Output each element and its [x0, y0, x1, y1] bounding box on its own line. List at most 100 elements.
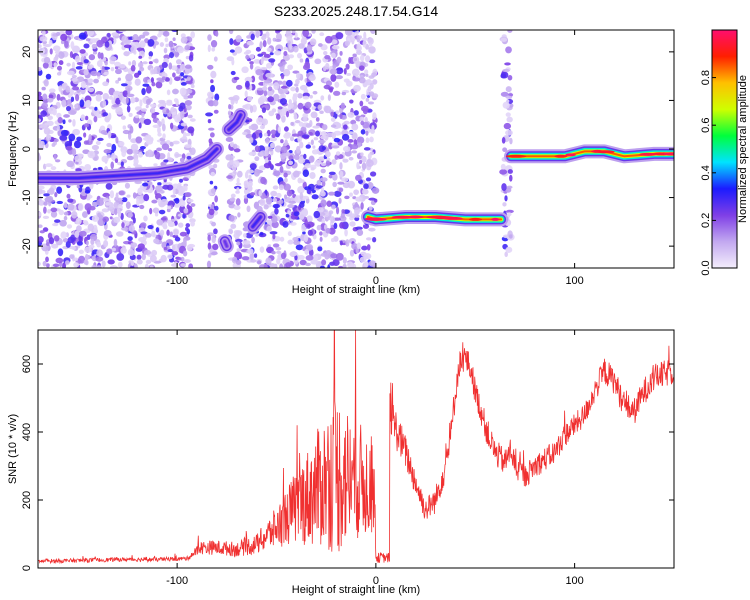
spectrogram-speckle [277, 126, 281, 134]
spectrogram-speckle [289, 136, 295, 142]
spectrogram-speckle [214, 195, 218, 203]
spectrogram-speckle [320, 168, 326, 174]
spectrogram-speckle [48, 94, 54, 99]
spectrogram-speckle [359, 116, 365, 122]
spectrogram-speckle [351, 68, 360, 77]
spectrogram-speckle [367, 101, 375, 105]
spectrogram-speckle [83, 259, 88, 265]
spectrogram-speckle [272, 203, 280, 209]
spectrogram-speckle [325, 160, 331, 167]
spectrogram-speckle [174, 115, 182, 123]
spectrogram-speckle [332, 173, 338, 181]
spectrogram-speckle [207, 242, 212, 250]
spectrogram-speckle [38, 261, 41, 267]
spectrogram-speckle [109, 265, 118, 268]
spectrogram-speckle [330, 74, 337, 82]
spectrogram-speckle [38, 47, 46, 55]
spectrogram-speckle [128, 61, 132, 66]
spectrogram-speckle [151, 230, 156, 237]
spectrogram-speckle [162, 184, 170, 190]
spectrogram-speckle [184, 100, 193, 106]
spectrogram-speckle [71, 77, 78, 82]
spectrogram-speckle [304, 219, 308, 228]
spectrogram-speckle [335, 32, 344, 40]
spectrogram-speckle [249, 63, 254, 70]
spectrogram-speckle [74, 155, 82, 163]
spectrogram-speckle [361, 37, 369, 41]
spectrogram-speckle [243, 180, 249, 189]
spectrogram-speckle [51, 243, 59, 249]
spectrogram-speckle [74, 55, 81, 63]
spectrogram-ridge-layer [227, 114, 242, 131]
spectrogram-speckle [318, 43, 323, 47]
spectrogram-speckle [263, 53, 271, 59]
spectrogram-speckle [342, 124, 348, 130]
spectrogram-speckle [324, 55, 331, 60]
spectrogram-speckle [349, 99, 354, 104]
spectrogram-speckle [324, 253, 330, 260]
spectrogram-speckle [293, 258, 299, 265]
spectrogram-speckle [153, 67, 157, 75]
spectrogram-speckle [278, 184, 285, 191]
spectrogram-speckle [294, 254, 298, 261]
spectrogram-speckle [296, 72, 301, 80]
spectrogram-speckle [207, 100, 215, 107]
spectrogram-speckle [95, 140, 101, 145]
x-tick-label: 0 [373, 275, 379, 287]
spectrogram-ridge-peak [565, 153, 576, 157]
spectrogram-speckle [91, 144, 100, 151]
spectrogram-speckle [48, 187, 55, 195]
spectrogram-speckle [93, 224, 98, 233]
y-tick-label: 400 [21, 423, 33, 441]
spectrogram-speckle [180, 139, 188, 143]
spectrogram-speckle [285, 262, 292, 268]
spectrogram-speckle [45, 256, 49, 263]
spectrogram-speckle [288, 200, 297, 204]
spectrogram-speckle [45, 242, 50, 246]
spectrogram-speckle [365, 137, 370, 144]
spectrogram-speckle [368, 59, 376, 64]
spectrogram-speckle [305, 243, 314, 251]
spectrogram-speckle [285, 110, 290, 118]
spectrogram-speckle [504, 195, 508, 202]
spectrogram-speckle [178, 178, 184, 183]
spectrogram-speckle [348, 263, 357, 268]
spectrogram-speckle [367, 153, 372, 160]
spectrogram-speckle [166, 229, 170, 236]
spectrogram-speckle [114, 61, 121, 67]
spectrogram-speckle [361, 245, 368, 251]
y-tick-label: 200 [21, 491, 33, 509]
spectrogram-speckle [283, 183, 291, 191]
spectrogram-speckle [283, 133, 291, 139]
spectrogram-speckle [342, 145, 351, 153]
spectrogram-speckle [272, 185, 279, 190]
spectrogram-speckle [368, 206, 373, 211]
spectrogram-speckle [331, 132, 337, 140]
spectrogram-speckle [331, 159, 337, 165]
spectrogram-speckle [72, 86, 80, 91]
spectrogram-speckle [302, 169, 310, 177]
spectrogram-speckle [149, 35, 158, 41]
spectrogram-speckle [149, 207, 153, 215]
spectrogram-speckle [326, 200, 332, 207]
spectrogram-speckle [350, 144, 359, 150]
spectrogram-speckle [71, 210, 78, 219]
spectrogram-speckle [138, 55, 143, 59]
spectrogram-speckle [38, 140, 43, 147]
spectrogram-speckle [280, 152, 287, 160]
spectrogram-speckle [299, 192, 304, 200]
spectrogram-speckle [250, 33, 255, 41]
spectrogram-speckle [354, 174, 362, 182]
spectrogram-speckle [244, 90, 248, 98]
spectrogram-speckle [63, 215, 68, 221]
spectrogram-speckle [130, 143, 139, 152]
spectrogram-speckle [180, 72, 185, 77]
spectrogram-speckle [126, 194, 131, 198]
spectrogram-speckle [179, 63, 186, 72]
spectrogram-speckle [281, 88, 289, 94]
spectrogram-speckle [149, 255, 157, 263]
spectrogram-speckle [292, 170, 300, 178]
spectrogram-speckle [90, 70, 98, 77]
spectrogram-speckle [128, 112, 133, 118]
spectrogram-speckle [299, 84, 308, 91]
